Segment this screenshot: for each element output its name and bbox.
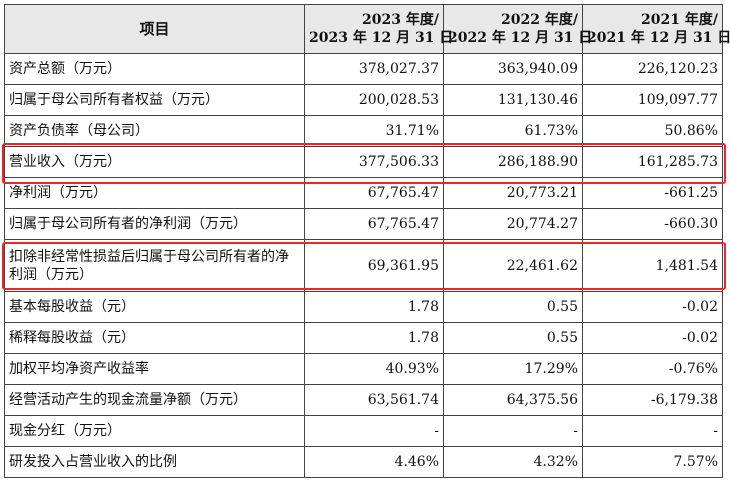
cell-2022: 286,188.90 bbox=[443, 146, 583, 178]
cell-2021: 109,097.77 bbox=[582, 84, 723, 116]
cell-2022: - bbox=[443, 415, 583, 447]
cell-2021: 226,120.23 bbox=[582, 53, 723, 85]
header-2021: 2021 年度/ 2021 年 12 月 31 日 bbox=[582, 4, 730, 54]
row-label: 研发投入占营业收入的比例 bbox=[4, 446, 305, 478]
cell-2022: 20,773.21 bbox=[443, 177, 583, 209]
cell-2022: 4.32% bbox=[443, 446, 583, 478]
cell-2022: 22,461.62 bbox=[443, 239, 583, 292]
table-row: 资产总额（万元） 378,027.37 363,940.09 226,120.2… bbox=[4, 53, 723, 85]
cell-2022: 0.55 bbox=[443, 322, 583, 354]
header-2023-line2: 2023 年 12 月 31 日 bbox=[309, 30, 454, 46]
table-header-row: 项目 2023 年度/ 2023 年 12 月 31 日 2022 年度/ 20… bbox=[4, 4, 730, 54]
cell-2022: 61.73% bbox=[443, 115, 583, 147]
table-row: 扣除非经常性损益后归属于母公司所有者的净利润（万元） 69,361.95 22,… bbox=[4, 239, 723, 292]
header-2023: 2023 年度/ 2023 年 12 月 31 日 bbox=[304, 4, 454, 54]
cell-2022: 131,130.46 bbox=[443, 84, 583, 116]
header-2022: 2022 年度/ 2022 年 12 月 31 日 bbox=[443, 4, 593, 54]
financial-table-container: 项目 2023 年度/ 2023 年 12 月 31 日 2022 年度/ 20… bbox=[4, 4, 730, 478]
cell-2021: -0.02 bbox=[582, 291, 723, 323]
cell-2022: 20,774.27 bbox=[443, 208, 583, 240]
cell-2021: 7.57% bbox=[582, 446, 723, 478]
cell-2021: 161,285.73 bbox=[582, 146, 723, 178]
cell-2023: 377,506.33 bbox=[304, 146, 444, 178]
cell-2023: 40.93% bbox=[304, 353, 444, 385]
cell-2023: 1.78 bbox=[304, 291, 444, 323]
row-label: 加权平均净资产收益率 bbox=[4, 353, 305, 385]
header-2023-line1: 2023 年度/ bbox=[362, 12, 439, 28]
cell-2023: 4.46% bbox=[304, 446, 444, 478]
cell-2023: 63,561.74 bbox=[304, 384, 444, 416]
cell-2022: 0.55 bbox=[443, 291, 583, 323]
row-label: 资产负债率（母公司） bbox=[4, 115, 305, 147]
table-row: 资产负债率（母公司） 31.71% 61.73% 50.86% bbox=[4, 115, 723, 147]
table-row: 净利润（万元） 67,765.47 20,773.21 -661.25 bbox=[4, 177, 723, 209]
row-label: 基本每股收益（元） bbox=[4, 291, 305, 323]
cell-2023: 378,027.37 bbox=[304, 53, 444, 85]
cell-2021: -6,179.38 bbox=[582, 384, 723, 416]
cell-2021: - bbox=[582, 415, 723, 447]
table-row: 加权平均净资产收益率 40.93% 17.29% -0.76% bbox=[4, 353, 723, 385]
cell-2023: - bbox=[304, 415, 444, 447]
table-row: 归属于母公司所有者权益（万元） 200,028.53 131,130.46 10… bbox=[4, 84, 723, 116]
row-label: 净利润（万元） bbox=[4, 177, 305, 209]
cell-2021: -0.76% bbox=[582, 353, 723, 385]
cell-2021: -0.02 bbox=[582, 322, 723, 354]
header-item: 项目 bbox=[4, 4, 305, 54]
row-label: 归属于母公司所有者权益（万元） bbox=[4, 84, 305, 116]
row-label: 现金分红（万元） bbox=[4, 415, 305, 447]
header-2021-line2: 2021 年 12 月 31 日 bbox=[587, 30, 730, 46]
cell-2023: 1.78 bbox=[304, 322, 444, 354]
row-label: 经营活动产生的现金流量净额（万元） bbox=[4, 384, 305, 416]
row-label: 扣除非经常性损益后归属于母公司所有者的净利润（万元） bbox=[4, 239, 305, 292]
header-2021-line1: 2021 年度/ bbox=[641, 12, 718, 28]
table-row: 经营活动产生的现金流量净额（万元） 63,561.74 64,375.56 -6… bbox=[4, 384, 723, 416]
table-row: 基本每股收益（元） 1.78 0.55 -0.02 bbox=[4, 291, 723, 323]
header-2022-line1: 2022 年度/ bbox=[501, 12, 578, 28]
cell-2021: -660.30 bbox=[582, 208, 723, 240]
row-label: 营业收入（万元） bbox=[4, 146, 305, 178]
cell-2022: 363,940.09 bbox=[443, 53, 583, 85]
cell-2023: 67,765.47 bbox=[304, 208, 444, 240]
table-row: 归属于母公司所有者的净利润（万元） 67,765.47 20,774.27 -6… bbox=[4, 208, 723, 240]
cell-2022: 64,375.56 bbox=[443, 384, 583, 416]
table-row: 稀释每股收益（元） 1.78 0.55 -0.02 bbox=[4, 322, 723, 354]
cell-2021: 50.86% bbox=[582, 115, 723, 147]
header-2022-line2: 2022 年 12 月 31 日 bbox=[448, 30, 593, 46]
cell-2021: -661.25 bbox=[582, 177, 723, 209]
table-row: 营业收入（万元） 377,506.33 286,188.90 161,285.7… bbox=[4, 146, 723, 178]
row-label: 稀释每股收益（元） bbox=[4, 322, 305, 354]
row-label: 资产总额（万元） bbox=[4, 53, 305, 85]
cell-2023: 31.71% bbox=[304, 115, 444, 147]
cell-2021: 1,481.54 bbox=[582, 239, 723, 292]
table-row: 研发投入占营业收入的比例 4.46% 4.32% 7.57% bbox=[4, 446, 723, 478]
cell-2022: 17.29% bbox=[443, 353, 583, 385]
cell-2023: 67,765.47 bbox=[304, 177, 444, 209]
cell-2023: 69,361.95 bbox=[304, 239, 444, 292]
financial-data-table: 项目 2023 年度/ 2023 年 12 月 31 日 2022 年度/ 20… bbox=[4, 4, 730, 478]
cell-2023: 200,028.53 bbox=[304, 84, 444, 116]
row-label: 归属于母公司所有者的净利润（万元） bbox=[4, 208, 305, 240]
table-row: 现金分红（万元） - - - bbox=[4, 415, 723, 447]
